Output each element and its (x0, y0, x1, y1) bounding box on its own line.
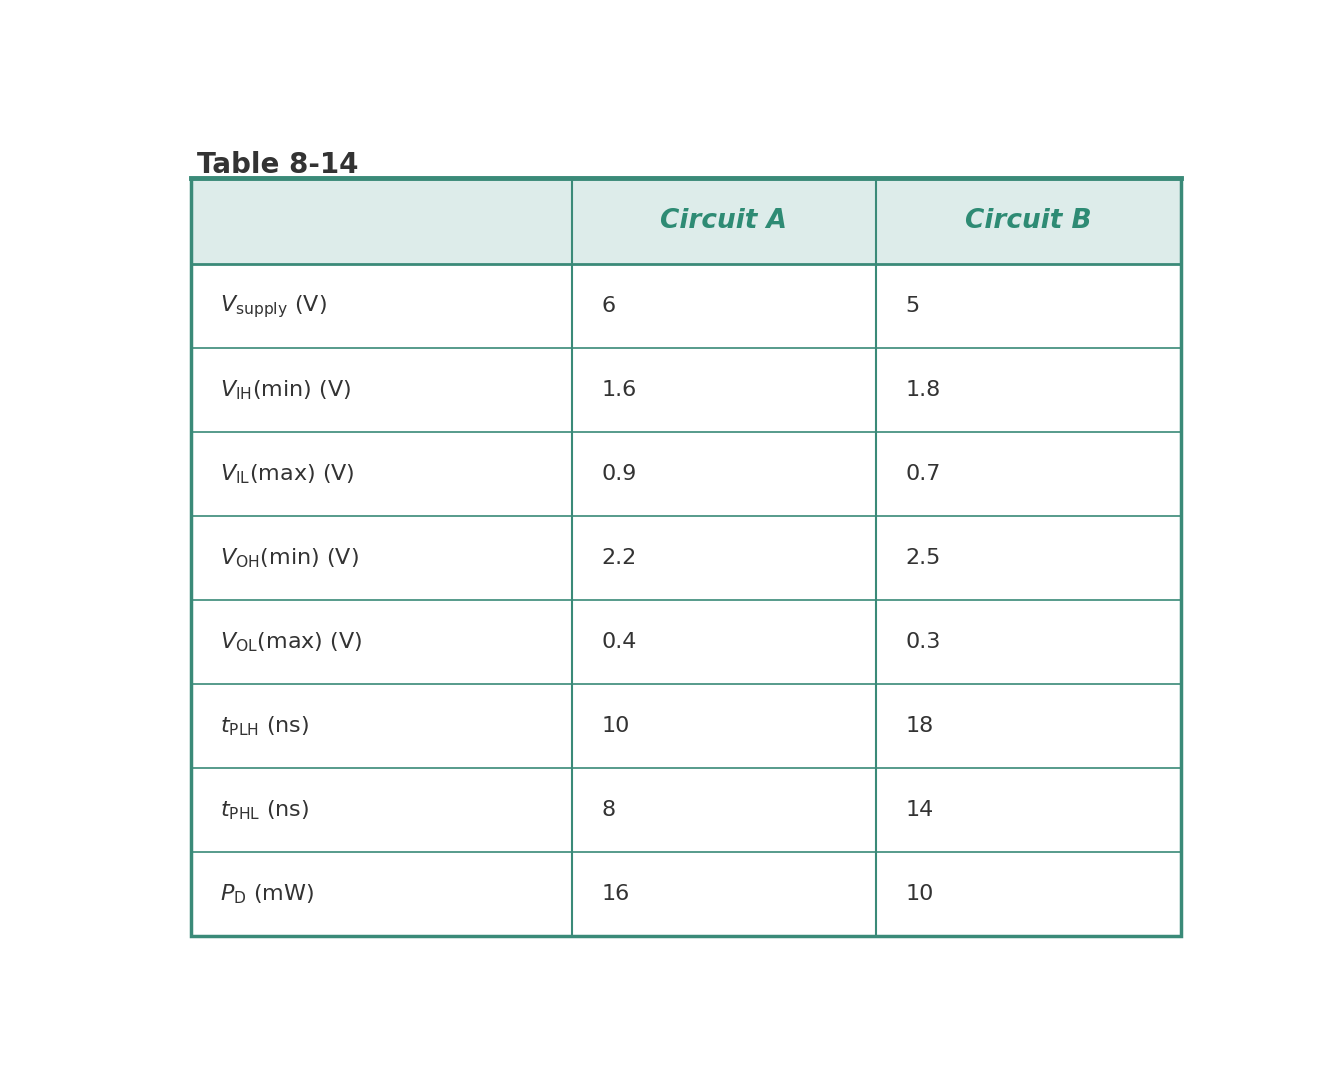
Text: 2.2: 2.2 (601, 549, 637, 568)
Text: 5: 5 (906, 296, 919, 316)
Text: $\mathit{t}_\mathsf{PHL}$ (ns): $\mathit{t}_\mathsf{PHL}$ (ns) (219, 799, 309, 823)
Text: $\mathit{t}_\mathsf{PLH}$ (ns): $\mathit{t}_\mathsf{PLH}$ (ns) (219, 715, 309, 738)
Text: 14: 14 (906, 800, 934, 820)
Text: 10: 10 (906, 884, 934, 904)
Text: 0.7: 0.7 (906, 465, 941, 484)
Text: 16: 16 (601, 884, 629, 904)
Text: 0.9: 0.9 (601, 465, 637, 484)
Text: 0.4: 0.4 (601, 632, 637, 652)
Bar (190, 348, 1181, 432)
Bar (190, 432, 1181, 516)
Text: 10: 10 (601, 716, 630, 736)
Bar (190, 853, 1181, 937)
Bar (190, 769, 1181, 853)
Text: Circuit A: Circuit A (661, 208, 787, 234)
Text: Circuit B: Circuit B (965, 208, 1092, 234)
Bar (190, 178, 1181, 264)
Text: 8: 8 (601, 800, 615, 820)
Text: 1.6: 1.6 (601, 381, 637, 400)
Text: $\mathit{V}_\mathsf{OH}$(min) (V): $\mathit{V}_\mathsf{OH}$(min) (V) (219, 547, 359, 570)
Text: 18: 18 (906, 716, 934, 736)
Text: $\mathit{V}_\mathsf{IH}$(min) (V): $\mathit{V}_\mathsf{IH}$(min) (V) (219, 378, 351, 402)
Bar (190, 516, 1181, 600)
Bar (190, 685, 1181, 769)
Text: $\mathit{V}_\mathsf{IL}$(max) (V): $\mathit{V}_\mathsf{IL}$(max) (V) (219, 462, 355, 486)
Text: $\mathit{P}_\mathsf{D}$ (mW): $\mathit{P}_\mathsf{D}$ (mW) (219, 883, 314, 907)
Text: 2.5: 2.5 (906, 549, 941, 568)
Bar (190, 600, 1181, 685)
Text: 0.3: 0.3 (906, 632, 941, 652)
Text: $\mathit{V}_\mathsf{OL}$(max) (V): $\mathit{V}_\mathsf{OL}$(max) (V) (219, 631, 363, 654)
Text: 1.8: 1.8 (906, 381, 941, 400)
Text: 6: 6 (601, 296, 615, 316)
Text: Table 8-14: Table 8-14 (197, 151, 359, 179)
Text: $\mathit{V}_\mathsf{supply}$ (V): $\mathit{V}_\mathsf{supply}$ (V) (219, 293, 326, 319)
Bar (190, 264, 1181, 348)
